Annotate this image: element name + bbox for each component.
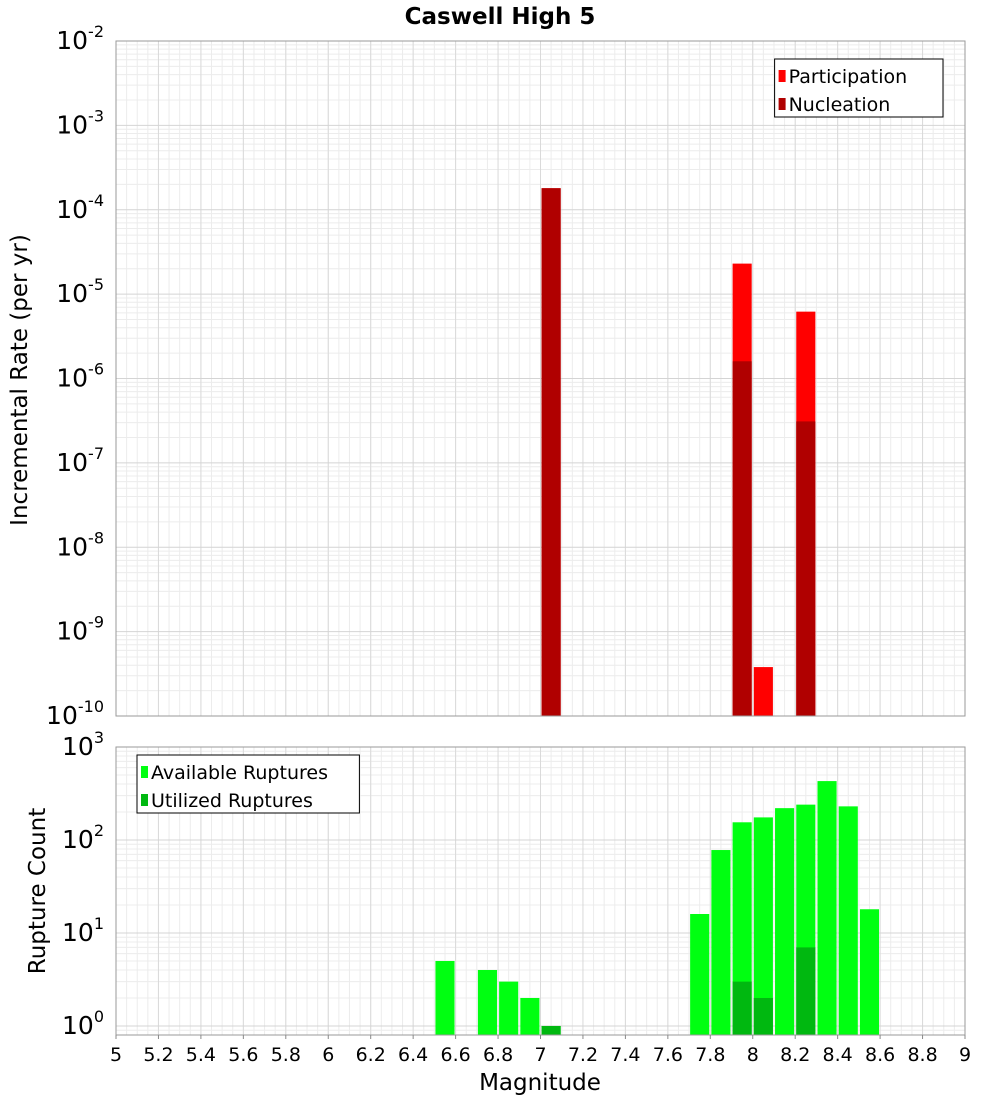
y-tick-label: 103 [62, 728, 104, 761]
legend-label: Nucleation [789, 94, 891, 116]
bar-available-ruptures [477, 969, 497, 1035]
x-tick-label: 6.6 [440, 1044, 470, 1066]
y-tick-label: 101 [62, 914, 104, 947]
legend-box [774, 58, 944, 118]
bar-available-ruptures [817, 781, 837, 1035]
bar-available-ruptures [753, 817, 773, 1035]
legend-swatch [778, 98, 786, 110]
legend-swatch [141, 794, 148, 806]
bar-available-ruptures [499, 981, 519, 1035]
bar-utilized-ruptures [732, 981, 752, 1035]
legend: Available Ruptures Utilized Ruptures [136, 754, 360, 814]
y-tick-label: 10-6 [56, 360, 104, 393]
bar-available-ruptures [520, 997, 540, 1035]
bar-available-ruptures [859, 909, 880, 1035]
y-tick-label: 10-5 [56, 275, 104, 308]
legend-label: Utilized Ruptures [151, 790, 313, 812]
y-tick-label: 10-4 [56, 191, 104, 224]
x-tick-label: 5 [110, 1044, 122, 1066]
y-tick-label: 102 [62, 821, 104, 854]
x-tick-label: 5.4 [186, 1044, 216, 1066]
legend-swatch [778, 70, 786, 82]
bottom-y-axis-label: Rupture Count [25, 808, 51, 974]
bar-available-ruptures [435, 960, 455, 1035]
bar-utilized-ruptures [753, 997, 773, 1035]
y-tick-label: 100 [62, 1007, 104, 1040]
legend-label: Participation [789, 66, 908, 88]
x-tick-label: 7.4 [610, 1044, 640, 1066]
y-tick-label: 10-3 [56, 106, 104, 139]
legend-swatch [141, 766, 148, 778]
x-tick-label: 6.4 [398, 1044, 428, 1066]
y-tick-label: 10-8 [56, 528, 104, 561]
x-tick-label: 6 [322, 1044, 334, 1066]
chart-title: Caswell High 5 [405, 4, 596, 30]
y-tick-label: 10-10 [46, 697, 104, 730]
x-tick-label: 5.2 [143, 1044, 173, 1066]
legend-box [136, 754, 360, 814]
bar-utilized-ruptures [541, 1025, 561, 1035]
top-y-axis-label: Incremental Rate (per yr) [7, 234, 33, 526]
bar-nucleation [796, 421, 816, 716]
bar-available-ruptures [838, 806, 858, 1035]
x-axis-label: Magnitude [479, 1070, 601, 1096]
bar-available-ruptures [775, 808, 795, 1035]
x-tick-label: 7.6 [653, 1044, 683, 1066]
y-tick-label: 10-7 [56, 444, 104, 477]
x-tick-label: 7.8 [695, 1044, 725, 1066]
x-tick-label: 5.8 [271, 1044, 301, 1066]
bar-nucleation [732, 361, 752, 716]
x-tick-label: 7 [534, 1044, 546, 1066]
x-tick-label: 8 [747, 1044, 759, 1066]
x-tick-label: 8.4 [823, 1044, 853, 1066]
legend: Participation Nucleation [774, 58, 944, 118]
x-tick-label: 5.6 [228, 1044, 258, 1066]
y-tick-label: 10-9 [56, 613, 104, 646]
panel-0: 10-10 10-9 10-8 10-7 10-6 10-5 10-4 10-3 10-2 Par… [46, 22, 966, 730]
plot-frame [115, 40, 966, 717]
x-tick-label: 6.8 [483, 1044, 513, 1066]
x-tick-label: 8.6 [865, 1044, 895, 1066]
x-tick-label: 9 [959, 1044, 971, 1066]
y-tick-label: 10-2 [56, 22, 104, 55]
bar-utilized-ruptures [796, 947, 816, 1035]
bar-available-ruptures [711, 850, 731, 1035]
legend-label: Available Ruptures [151, 762, 328, 784]
x-tick-label: 7.2 [568, 1044, 598, 1066]
x-tick-label: 6.2 [356, 1044, 386, 1066]
x-tick-label: 8.8 [907, 1044, 937, 1066]
x-tick-label: 8.2 [780, 1044, 810, 1066]
bar-participation [753, 667, 773, 716]
bar-nucleation [541, 188, 561, 717]
bar-available-ruptures [690, 914, 710, 1035]
